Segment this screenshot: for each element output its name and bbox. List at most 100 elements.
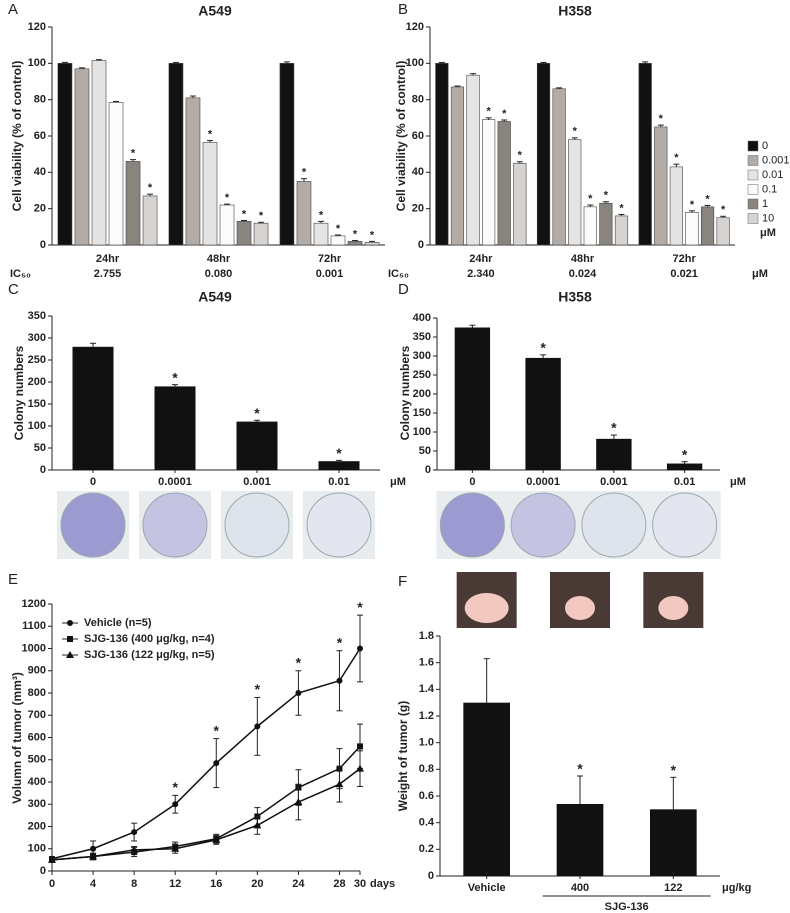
marker (336, 677, 343, 684)
bar (596, 438, 632, 470)
legend-label: SJG-136 (122 μg/kg, n=5) (84, 649, 215, 661)
colony-photo (60, 492, 126, 558)
significance-star: * (357, 599, 363, 615)
y-tick-label: 100 (413, 426, 431, 438)
bar (556, 804, 604, 876)
bar (236, 221, 252, 246)
bar (614, 215, 629, 246)
marker (254, 723, 261, 730)
x-tick-label: 24hr (96, 253, 120, 265)
ic50-value: 0.080 (205, 268, 233, 280)
significance-star: * (540, 340, 546, 356)
marker (335, 780, 344, 788)
colony-photo (142, 492, 208, 558)
legend-label: Vehicle (n=5) (84, 617, 152, 629)
legend-marker (67, 636, 73, 642)
legend-swatch (747, 198, 759, 210)
y-tick-label: 1.4 (419, 683, 435, 695)
bar (347, 241, 363, 246)
y-tick-label: 0 (418, 239, 424, 251)
colony-photo (439, 492, 505, 558)
legend-label: 0.001 (762, 154, 790, 166)
significance-star: * (319, 209, 324, 221)
significance-star: * (296, 654, 302, 670)
legend-label: SJG-136 (400 μg/kg, n=4) (84, 633, 215, 645)
y-tick-label: 0.2 (419, 843, 434, 855)
y-tick-label: 0 (40, 239, 46, 251)
y-tick-label: 200 (413, 388, 431, 400)
bar (466, 74, 480, 246)
bar (142, 195, 158, 246)
legend-marker (67, 620, 73, 626)
y-tick-label: 1.6 (419, 657, 434, 669)
x-tick-label: 72hr (673, 253, 697, 265)
marker (295, 690, 302, 696)
x-tick-label: 0 (469, 476, 475, 488)
y-tick-label: 60 (412, 130, 424, 142)
bar (583, 206, 597, 246)
x-tick-label: 24hr (469, 253, 493, 265)
x-tick-label: 0.0001 (526, 476, 560, 488)
x-tick-label: 8 (131, 878, 137, 890)
bar (279, 63, 295, 246)
y-tick-label: 120 (406, 21, 424, 33)
x-tick-label: 12 (169, 878, 181, 890)
significance-star: * (259, 210, 264, 222)
x-tick-label: 0.0001 (158, 476, 192, 488)
y-tick-label: 20 (412, 203, 424, 215)
bar (185, 97, 201, 246)
y-tick-label: 100 (28, 420, 46, 432)
significance-star: * (573, 126, 578, 138)
legend-swatch (747, 184, 759, 195)
tumor (565, 596, 595, 620)
x-tick-label: 400 (571, 882, 589, 894)
significance-star: * (604, 190, 609, 202)
chart-title: A549 (198, 289, 232, 305)
significance-star: * (337, 634, 343, 650)
y-axis-title: Colony numbers (12, 345, 26, 440)
marker (213, 760, 220, 767)
bar (685, 212, 699, 246)
significance-star: * (502, 108, 507, 120)
line (51, 745, 361, 861)
legend-label: 0 (762, 140, 768, 152)
tumor (464, 593, 509, 623)
y-tick-label: 400 (413, 312, 431, 324)
panel-letter: B (398, 1, 408, 18)
legend-label: 10 (762, 212, 774, 224)
y-tick-label: 200 (28, 820, 46, 832)
bar (219, 204, 235, 246)
significance-star: * (336, 445, 342, 461)
y-tick-label: 1.2 (419, 710, 434, 722)
marker (171, 844, 180, 852)
bar (482, 119, 496, 246)
legend-swatch (747, 140, 759, 152)
y-tick-label: 120 (28, 21, 46, 33)
significance-star: * (611, 420, 617, 436)
legend-unit: μM (760, 227, 776, 239)
marker (253, 821, 262, 829)
panel-letter: E (8, 571, 18, 588)
bar (236, 421, 278, 470)
x-tick-label: 122 (664, 882, 682, 894)
significance-star: * (336, 223, 341, 235)
bar (654, 126, 668, 246)
y-tick-label: 50 (419, 445, 431, 457)
bar (454, 327, 491, 470)
unit-label: μg/kg (722, 882, 751, 894)
significance-star: * (577, 761, 583, 777)
panel-letter: F (398, 573, 407, 590)
marker (212, 835, 221, 843)
bar (57, 63, 73, 246)
y-tick-label: 1000 (22, 642, 46, 654)
y-tick-label: 100 (28, 843, 46, 855)
y-tick-label: 150 (413, 407, 431, 419)
colony-photo (224, 492, 290, 558)
marker (357, 645, 363, 652)
significance-star: * (242, 208, 247, 220)
y-tick-label: 0.8 (419, 763, 434, 775)
y-tick-label: 100 (406, 57, 424, 69)
significance-star: * (208, 128, 213, 140)
y-tick-label: 0 (428, 870, 434, 882)
significance-star: * (214, 722, 220, 738)
